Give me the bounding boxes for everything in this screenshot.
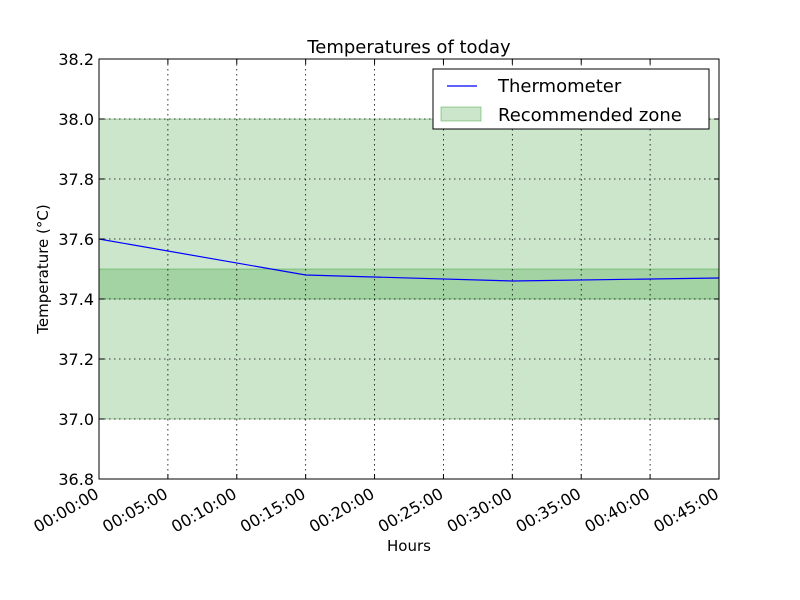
legend-label-thermometer: Thermometer [497,76,622,97]
x-tick-label: 00:20:00 [306,484,378,536]
x-tick-label: 00:15:00 [237,484,309,536]
y-axis: 36.8 37.0 37.2 37.4 37.6 37.8 38.0 38.2 [58,50,719,489]
legend-band-swatch [440,106,482,122]
x-tick-label: 00:35:00 [512,484,584,536]
y-tick-label: 38.0 [58,110,94,129]
x-tick-label: 00:05:00 [99,484,171,536]
x-tick-label: 00:00:00 [30,484,102,536]
recommended-zone-band-0 [98,118,720,420]
legend-label-recommended-zone: Recommended zone [498,105,682,126]
y-tick-label: 36.8 [58,470,94,489]
y-tick-label: 37.0 [58,410,94,429]
plot-frame [98,58,720,480]
y-axis-title: Temperature (°C) [34,204,52,334]
recommended-zone-band-1 [98,268,720,300]
series-line-thermometer [98,238,720,282]
chart-title: Temperatures of today [306,37,511,58]
line-layer [98,238,720,282]
legend: Thermometer Recommended zone [432,68,710,130]
y-tick-label: 38.2 [58,50,94,69]
x-tick-label: 00:40:00 [581,484,653,536]
y-tick-label: 37.4 [58,290,94,309]
y-tick-label: 37.6 [58,230,94,249]
bands-layer [98,118,720,420]
x-tick-label: 00:45:00 [650,484,722,536]
y-tick-label: 37.8 [58,170,94,189]
x-tick-label: 00:25:00 [375,484,447,536]
y-tick-label: 37.2 [58,350,94,369]
x-axis-title: Hours [387,537,431,555]
x-tick-label: 00:30:00 [444,484,516,536]
x-tick-label: 00:10:00 [168,484,240,536]
legend-box [432,68,710,130]
